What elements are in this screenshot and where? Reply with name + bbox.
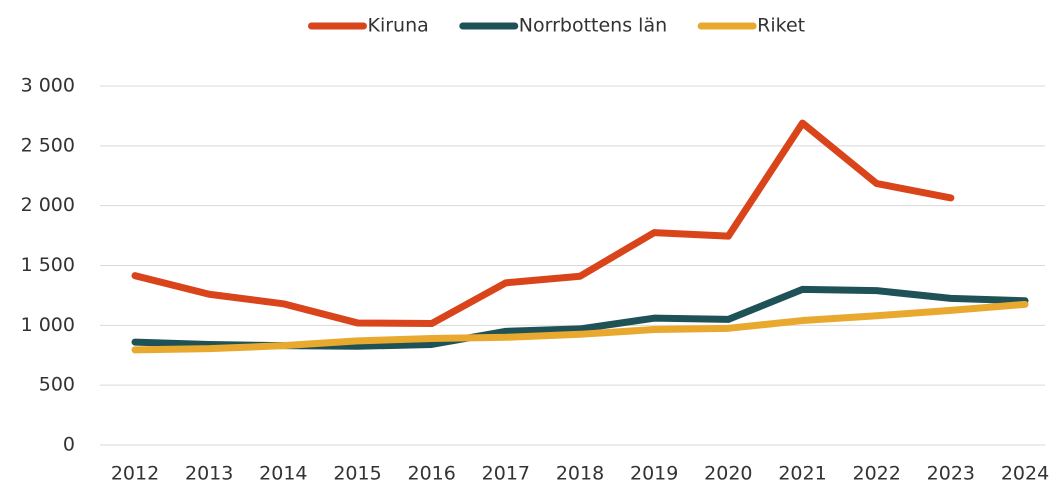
legend-label: Norrbottens län [519,15,667,37]
x-tick-label: 2018 [556,463,604,485]
y-tick-label: 500 [39,374,75,396]
x-tick-label: 2014 [259,463,307,485]
series-line [131,300,1029,354]
y-tick-label: 1 500 [21,254,75,276]
legend-label: Riket [757,15,805,37]
y-tick-label: 0 [63,434,75,456]
x-tick-label: 2021 [778,463,826,485]
x-tick-label: 2017 [482,463,530,485]
y-tick-label: 2 500 [21,134,75,156]
x-tick-label: 2023 [927,463,975,485]
series-line [131,119,955,328]
x-tick-label: 2019 [630,463,678,485]
x-tick-label: 2020 [704,463,752,485]
x-tick-label: 2013 [185,463,233,485]
x-tick-label: 2022 [852,463,900,485]
y-tick-label: 2 000 [21,194,75,216]
x-tick-label: 2016 [407,463,455,485]
y-tick-label: 3 000 [21,75,75,97]
legend-label: Kiruna [368,15,429,37]
x-tick-label: 2012 [111,463,159,485]
x-tick-label: 2015 [333,463,381,485]
x-tick-label: 2024 [1001,463,1049,485]
y-tick-label: 1 000 [21,314,75,336]
